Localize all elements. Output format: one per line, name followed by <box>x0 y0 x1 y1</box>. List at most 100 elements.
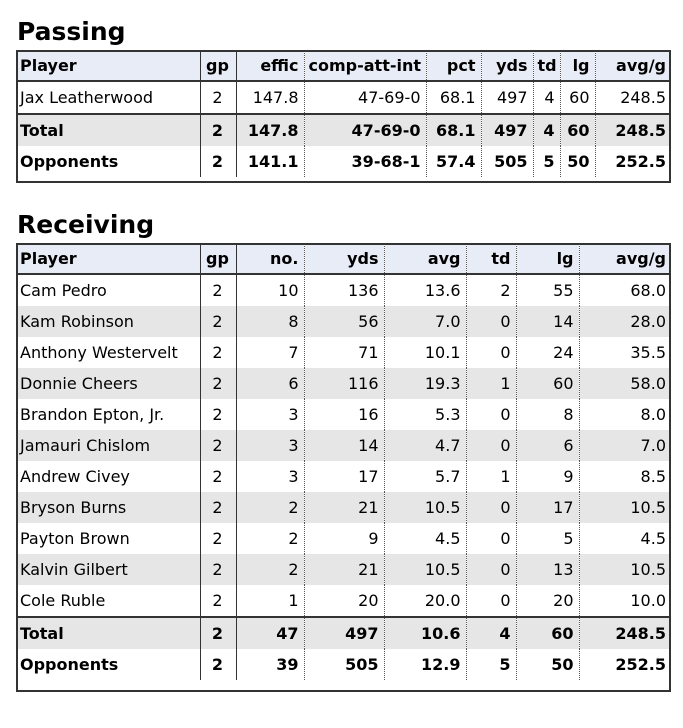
cell-no: 1 <box>288 591 299 610</box>
cell-avg-g: 8.0 <box>578 399 671 430</box>
column-header-gp: gp <box>199 50 237 82</box>
cell-player: Opponents <box>16 649 200 680</box>
cell-gp: 2 <box>199 306 237 337</box>
cell-lg: 55 <box>515 274 579 306</box>
cell-avg: 7.0 <box>383 306 466 337</box>
cell-yds: 21 <box>303 492 384 523</box>
cell-player: Payton Brown <box>20 529 130 548</box>
total-row: Total 2 47 497 10.6 4 60 248.5 <box>16 616 671 649</box>
cell-gp: 2 <box>199 337 237 368</box>
column-header-td: td <box>532 50 560 82</box>
cell-player: Opponents <box>16 146 200 177</box>
cell-td: 0 <box>465 523 516 554</box>
cell-lg: 60 <box>515 368 579 399</box>
cell-yds: 71 <box>303 337 384 368</box>
cell-gp: 2 <box>199 616 237 649</box>
column-header-comp-att-int: comp-att-int <box>303 50 426 82</box>
cell-gp: 2 <box>199 649 237 680</box>
cell-yds: 56 <box>303 306 384 337</box>
cell-yds: 116 <box>303 368 384 399</box>
cell-avg-g: 10.0 <box>578 585 671 617</box>
cell-player: Total <box>16 616 200 649</box>
cell-avg: 5.7 <box>383 461 466 492</box>
cell-gp: 2 <box>199 461 237 492</box>
cell-avg: 10.6 <box>383 616 466 649</box>
column-header-yds: yds <box>303 243 384 275</box>
cell-player: Kam Robinson <box>16 306 200 337</box>
table-row: Donnie Cheers 2 6 116 19.3 1 60 58.0 <box>16 368 671 399</box>
cell-lg: 20 <box>515 585 579 617</box>
cell-player: Brandon Epton, Jr. <box>20 405 165 424</box>
cell-lg: 60 <box>559 81 595 114</box>
column-header-yds: yds <box>480 50 533 82</box>
cell-pct: 68.1 <box>425 81 481 114</box>
cell-avg: 5.3 <box>383 399 466 430</box>
cell-player: Jamauri Chislom <box>16 430 200 461</box>
cell-comp-att-int: 47-69-0 <box>303 81 426 114</box>
cell-lg: 9 <box>515 461 579 492</box>
cell-lg: 8 <box>515 399 579 430</box>
cell-yds: 9 <box>303 523 384 554</box>
cell-avg-g: 58.0 <box>578 368 671 399</box>
cell-gp: 2 <box>199 146 237 177</box>
cell-yds: 17 <box>303 461 384 492</box>
cell-player: Anthony Westervelt <box>20 343 178 362</box>
cell-gp: 2 <box>199 81 237 114</box>
cell-avg-g: 7.0 <box>578 430 671 461</box>
cell-td: 0 <box>465 585 516 617</box>
cell-td: 0 <box>465 430 516 461</box>
column-header-player: Player <box>16 243 200 275</box>
cell-td: 4 <box>532 81 560 114</box>
cell-td: 0 <box>465 554 516 585</box>
table-row: Kalvin Gilbert 2 2 21 10.5 0 13 10.5 <box>16 554 671 585</box>
cell-no: 3 <box>236 430 304 461</box>
cell-yds: 497 <box>480 81 533 114</box>
cell-player: Bryson Burns <box>16 492 200 523</box>
cell-no: 3 <box>288 467 299 486</box>
receiving-title: Receiving <box>17 210 155 239</box>
passing-table: Player gp effic comp-att-int pct yds td lg avg/g… <box>16 50 671 177</box>
column-header-td: td <box>465 243 516 275</box>
opponents-row: Opponents 2 141.1 39-68-1 57.4 505 5 50 252.5 <box>16 146 671 177</box>
cell-td: 5 <box>465 649 516 680</box>
cell-lg: 13 <box>515 554 579 585</box>
column-header-effic: effic <box>236 50 304 82</box>
cell-yds: 21 <box>303 554 384 585</box>
cell-td: 1 <box>465 461 516 492</box>
cell-lg: 17 <box>515 492 579 523</box>
cell-td: 5 <box>532 146 560 177</box>
column-header-avg: avg <box>383 243 466 275</box>
cell-lg: 5 <box>515 523 579 554</box>
cell-td: 2 <box>465 274 516 306</box>
total-row: Total 2 147.8 47-69-0 68.1 497 4 60 248.5 <box>16 113 671 146</box>
cell-yds: 505 <box>303 649 384 680</box>
cell-avg-g: 68.0 <box>578 274 671 306</box>
cell-pct: 57.4 <box>425 146 481 177</box>
cell-gp: 2 <box>199 399 237 430</box>
cell-lg: 60 <box>515 616 579 649</box>
table-row: Bryson Burns 2 2 21 10.5 0 17 10.5 <box>16 492 671 523</box>
cell-lg: 60 <box>559 113 595 146</box>
cell-no: 8 <box>236 306 304 337</box>
cell-lg: 24 <box>515 337 579 368</box>
table-row: Brandon Epton, Jr. 2 3 16 5.3 0 8 8.0 <box>16 399 671 430</box>
cell-no: 3 <box>288 405 299 424</box>
cell-avg: 4.5 <box>383 523 466 554</box>
cell-yds: 505 <box>480 146 533 177</box>
cell-gp: 2 <box>199 430 237 461</box>
cell-lg: 50 <box>515 649 579 680</box>
cell-avg-g: 248.5 <box>594 81 671 114</box>
cell-effic: 147.8 <box>236 113 304 146</box>
cell-comp-att-int: 47-69-0 <box>303 113 426 146</box>
table-row: Kam Robinson 2 8 56 7.0 0 14 28.0 <box>16 306 671 337</box>
column-header-pct: pct <box>425 50 481 82</box>
cell-avg: 13.6 <box>383 274 466 306</box>
cell-avg-g: 252.5 <box>578 649 671 680</box>
cell-avg-g: 252.5 <box>594 146 671 177</box>
cell-no: 6 <box>236 368 304 399</box>
cell-yds: 14 <box>303 430 384 461</box>
column-header-lg: lg <box>559 50 595 82</box>
cell-no: 47 <box>236 616 304 649</box>
cell-avg-g: 10.5 <box>578 492 671 523</box>
header-row: Player gp no. yds avg td lg avg/g <box>16 243 671 275</box>
